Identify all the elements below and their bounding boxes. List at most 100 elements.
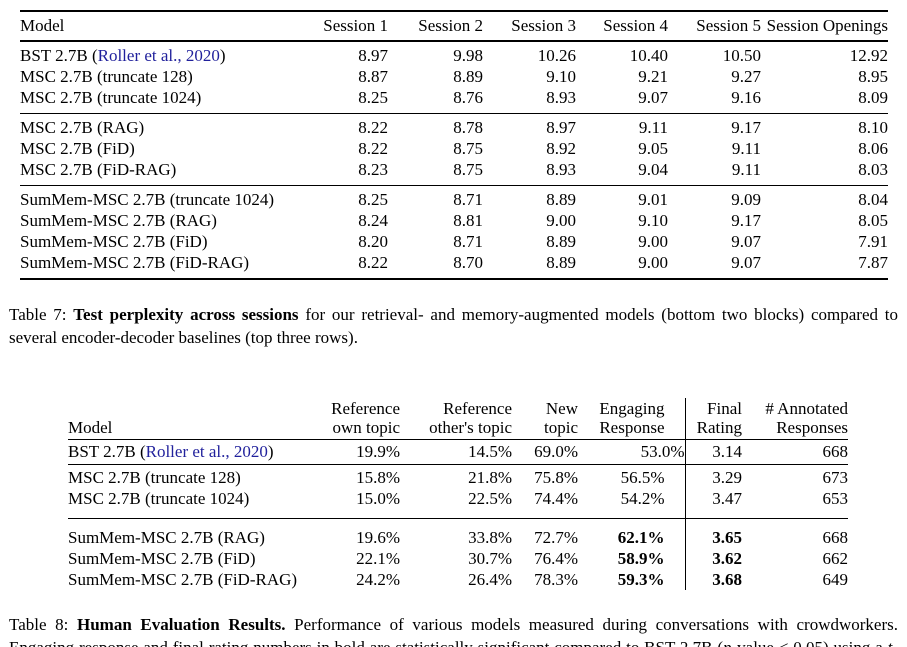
value-cell: 7.91 (858, 232, 888, 251)
value-cell: 8.09 (858, 88, 888, 107)
value-cell: 8.25 (358, 88, 388, 107)
value-cell: 8.93 (546, 160, 576, 179)
value-cell: 58.9% (617, 549, 665, 568)
caption-segment: for our retrieval- and memory-augmented … (9, 305, 898, 347)
table-row: BST 2.7B (Roller et al., 2020) 8.97 9.98 10… (20, 41, 888, 66)
value-cell: 69.0% (534, 442, 578, 461)
value-cell: 56.5% (620, 468, 665, 487)
value-cell: 8.24 (358, 211, 388, 230)
table-header-row: Model Session 1 Session 2 Session 3 Session … (20, 11, 888, 42)
value-cell: 3.29 (684, 464, 742, 488)
table-row: SumMem-MSC 2.7B (FiD-RAG) 8.22 8.70 8.89 9.0… (20, 252, 888, 279)
table-row: SumMem-MSC 2.7B (truncate 1024) 8.25 8.71 8… (20, 186, 888, 211)
value-cell: 8.75 (453, 160, 483, 179)
table-row: SumMem-MSC 2.7B (RAG) 8.24 8.81 9.00 9.10 9.1… (20, 210, 888, 231)
value-cell: 9.04 (638, 160, 668, 179)
column-header-line1: Final (707, 399, 742, 418)
model-cell: SumMem-MSC 2.7B (RAG) (68, 519, 330, 549)
column-header: Session 2 (388, 11, 483, 42)
caption-segment: Performance of various models measured d… (9, 615, 899, 647)
caption-segment: Table 7: (9, 305, 74, 324)
model-name: MSC 2.7B (FiD) (20, 139, 135, 158)
value-cell: 54.2% (620, 489, 665, 508)
model-cell: SumMem-MSC 2.7B (FiD) (68, 548, 330, 569)
model-name: MSC 2.7B (RAG) (20, 118, 145, 137)
value-cell: 10.50 (722, 46, 761, 65)
value-cell: 9.27 (731, 67, 761, 86)
value-cell: 3.65 (684, 518, 742, 548)
column-header-line2: Model (68, 418, 113, 437)
table-header-row: Model Reference own topic Reference other's … (68, 398, 848, 440)
value-cell: 62.1% (617, 528, 665, 547)
column-header: Session Openings (761, 11, 888, 42)
caption-segment: -value < 0.05) using a (732, 638, 888, 647)
table-row: SumMem-MSC 2.7B (RAG) 19.6% 33.8% 72.7% 62.1… (68, 518, 849, 549)
value-cell: 7.87 (858, 253, 888, 272)
value-cell: 673 (822, 468, 849, 487)
model-name: MSC 2.7B (truncate 128) (68, 468, 241, 487)
value-cell: 8.05 (858, 211, 888, 230)
column-header-line2: other's topic (429, 418, 512, 437)
value-cell: 9.09 (731, 190, 761, 209)
value-cell: 8.76 (453, 88, 483, 107)
value-cell: 668 (822, 442, 849, 461)
model-cell: MSC 2.7B (FiD-RAG) (20, 159, 298, 186)
value-cell: 8.10 (858, 118, 888, 137)
caption-segment: -test. See (9, 638, 898, 647)
column-header: Session 4 (576, 11, 668, 42)
value-cell: 8.89 (546, 232, 576, 251)
value-cell: 33.8% (468, 528, 512, 547)
value-cell: 3.14 (684, 439, 742, 465)
model-cell: MSC 2.7B (truncate 1024) (68, 488, 330, 519)
model-cell: BST 2.7B (Roller et al., 2020) (20, 41, 298, 66)
model-name: BST 2.7B ( (68, 442, 146, 461)
value-cell: 9.17 (731, 118, 761, 137)
value-cell: 53.0% (640, 442, 685, 461)
value-cell: 8.71 (453, 190, 483, 209)
value-cell: 8.71 (453, 232, 483, 251)
column-header-line1: New (545, 399, 578, 418)
model-name: MSC 2.7B (truncate 1024) (20, 88, 202, 107)
model-name: SumMem-MSC 2.7B (RAG) (20, 211, 217, 230)
value-cell: 9.11 (638, 118, 668, 137)
model-cell: MSC 2.7B (FiD) (20, 138, 298, 159)
model-cell: SumMem-MSC 2.7B (truncate 1024) (20, 186, 298, 211)
table-row: SumMem-MSC 2.7B (FiD) 22.1% 30.7% 76.4% 58.9… (68, 548, 848, 569)
human-evaluation-table: Model Reference own topic Reference other's … (68, 398, 848, 590)
value-cell: 76.4% (534, 549, 578, 568)
value-cell: 668 (822, 528, 849, 547)
value-cell: 8.89 (546, 190, 576, 209)
table8-caption: Table 8: Human Evaluation Results. Perfo… (9, 613, 898, 647)
column-header-line1: Reference (443, 399, 512, 418)
value-cell: 26.4% (468, 570, 512, 589)
model-name: BST 2.7B ( (20, 46, 98, 65)
value-cell: 19.6% (356, 528, 400, 547)
table-row: BST 2.7B (Roller et al., 2020) 19.9% 14.5%… (68, 439, 849, 465)
value-cell: 14.5% (468, 442, 512, 461)
value-cell: 8.22 (358, 253, 388, 272)
column-header: Final Rating (684, 398, 742, 440)
column-header: Model (68, 398, 330, 440)
value-cell: 9.01 (638, 190, 668, 209)
column-header: Session 5 (668, 11, 761, 42)
table-row: MSC 2.7B (FiD) 8.22 8.75 8.92 9.05 9.11 8.06 (20, 138, 888, 159)
table7-caption: Table 7: Test perplexity across sessions… (9, 303, 898, 349)
column-header: Reference other's topic (400, 398, 512, 440)
caption-segment: Test perplexity across sessions (73, 305, 299, 324)
model-name: SumMem-MSC 2.7B (FiD-RAG) (20, 253, 250, 272)
value-cell: 75.8% (534, 468, 578, 487)
caption-segment: p (723, 638, 732, 647)
column-header: Model (20, 11, 298, 42)
column-header-line1: Engaging (599, 399, 665, 418)
citation-link[interactable]: Roller et al., 2020 (145, 442, 268, 461)
value-cell: 21.8% (468, 468, 512, 487)
value-cell: 9.16 (731, 88, 761, 107)
model-cell: MSC 2.7B (RAG) (20, 114, 298, 139)
column-header-line2: Responses (776, 418, 848, 437)
value-cell: 8.04 (858, 190, 888, 209)
citation-link[interactable]: Roller et al., 2020 (97, 46, 220, 65)
value-cell: 8.06 (858, 139, 888, 158)
column-header: # Annotated Responses (742, 398, 848, 440)
value-cell: 8.97 (546, 118, 576, 137)
column-header: Session 3 (483, 11, 576, 42)
